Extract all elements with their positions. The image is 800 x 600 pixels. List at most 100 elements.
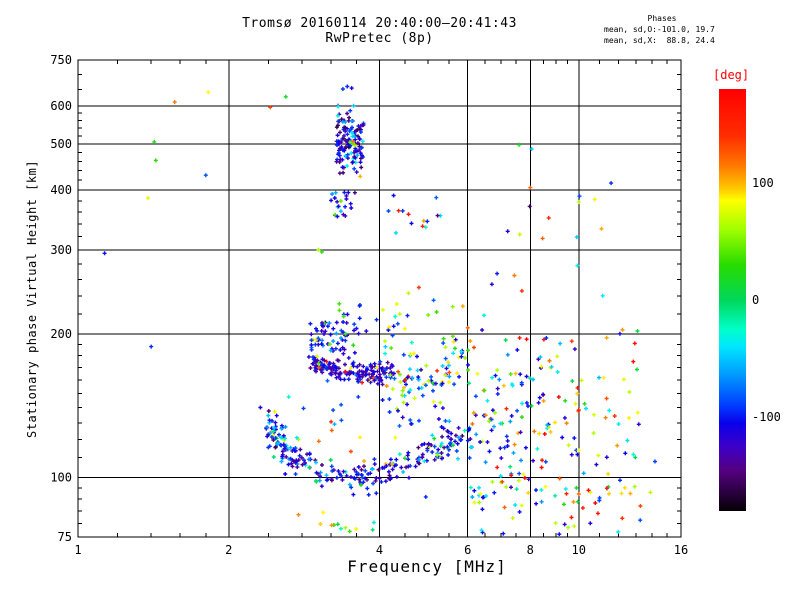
- scatter-point: [498, 474, 503, 478]
- scatter-point: [478, 491, 483, 496]
- scatter-point: [323, 329, 328, 334]
- scatter-point: [396, 408, 400, 413]
- scatter-point: [366, 472, 371, 476]
- scatter-point: [446, 429, 451, 434]
- scatter-point: [426, 379, 431, 384]
- scatter-point: [383, 351, 388, 356]
- stats-header: Phases: [647, 14, 677, 23]
- scatter-point: [401, 400, 406, 405]
- scatter-point: [313, 342, 318, 347]
- scatter-point: [635, 410, 640, 415]
- scatter-point: [580, 505, 585, 510]
- scatter-point: [524, 400, 529, 405]
- scatter-point: [284, 454, 289, 459]
- scatter-point: [474, 432, 479, 437]
- scatter-point: [372, 462, 377, 467]
- scatter-point: [273, 420, 278, 425]
- scatter-point: [283, 424, 288, 429]
- scatter-point: [621, 377, 626, 382]
- scatter-point: [329, 478, 334, 483]
- scatter-point: [531, 458, 536, 463]
- scatter-point: [423, 383, 428, 388]
- scatter-point: [346, 142, 350, 147]
- scatter-point: [497, 377, 502, 382]
- scatter-point: [449, 431, 454, 436]
- scatter-point: [424, 363, 429, 368]
- scatter-point: [274, 413, 279, 418]
- scatter-point: [500, 479, 505, 484]
- scatter-point: [515, 408, 520, 413]
- scatter-point: [600, 293, 605, 298]
- scatter-point: [380, 307, 385, 312]
- scatter-point: [512, 442, 517, 447]
- colorbar-tick-label: 0: [752, 293, 760, 307]
- scatter-point: [334, 320, 339, 325]
- scatter-point: [333, 190, 338, 195]
- scatter-point: [542, 432, 547, 436]
- scatter-point: [351, 364, 356, 369]
- scatter-point: [359, 482, 363, 487]
- scatter-point: [446, 360, 451, 365]
- scatter-point: [572, 436, 577, 441]
- scatter-point: [521, 472, 526, 477]
- scatter-point: [265, 425, 270, 430]
- scatter-point: [309, 347, 314, 352]
- scatter-point: [510, 516, 515, 521]
- scatter-point: [334, 143, 339, 147]
- scatter-point: [409, 421, 414, 426]
- scatter-point: [481, 495, 486, 500]
- scatter-point: [369, 368, 374, 373]
- scatter-point: [353, 155, 358, 160]
- gridlines: [78, 60, 681, 537]
- scatter-point: [553, 420, 557, 425]
- scatter-point: [335, 214, 340, 219]
- scatter-point: [397, 452, 402, 457]
- scatter-point: [443, 418, 448, 423]
- scatter-point: [379, 479, 384, 484]
- scatter-point: [339, 140, 344, 145]
- scatter-point: [539, 465, 544, 470]
- scatter-point: [343, 525, 348, 530]
- scatter-point: [320, 463, 324, 467]
- scatter-point: [407, 475, 411, 480]
- scatter-point: [283, 436, 287, 441]
- scatter-point: [338, 130, 342, 135]
- scatter-point: [343, 125, 348, 130]
- scatter-points: [102, 84, 657, 536]
- scatter-point: [343, 153, 348, 158]
- scatter-point: [563, 486, 568, 491]
- scatter-point: [569, 339, 574, 344]
- scatter-point: [477, 485, 481, 490]
- scatter-point: [544, 336, 549, 340]
- scatter-point: [299, 455, 304, 460]
- scatter-point: [349, 130, 354, 135]
- scatter-point: [390, 467, 395, 472]
- scatter-point: [357, 126, 362, 131]
- scatter-point: [319, 329, 324, 333]
- scatter-point: [405, 313, 410, 318]
- scatter-point: [529, 403, 534, 408]
- scatter-point: [379, 366, 384, 371]
- scatter-point: [456, 425, 461, 430]
- colorbar: [719, 89, 746, 511]
- scatter-point: [540, 458, 545, 463]
- scatter-point: [440, 364, 445, 368]
- scatter-point: [272, 409, 277, 414]
- scatter-point: [604, 335, 609, 340]
- scatter-point: [441, 341, 446, 346]
- scatter-point: [511, 450, 516, 455]
- scatter-point: [572, 524, 577, 529]
- scatter-point: [355, 371, 360, 376]
- scatter-point: [417, 457, 422, 462]
- scatter-point: [562, 415, 567, 420]
- scatter-point: [339, 418, 344, 423]
- scatter-point: [368, 362, 373, 367]
- scatter-point: [504, 434, 509, 439]
- scatter-point: [575, 391, 580, 396]
- scatter-point: [344, 473, 349, 478]
- stats-o-mode: mean, sd,O:-101.0, 19.7: [604, 25, 715, 34]
- scatter-point: [405, 375, 410, 380]
- scatter-point: [149, 344, 154, 349]
- scatter-point: [599, 226, 604, 231]
- scatter-point: [345, 152, 350, 157]
